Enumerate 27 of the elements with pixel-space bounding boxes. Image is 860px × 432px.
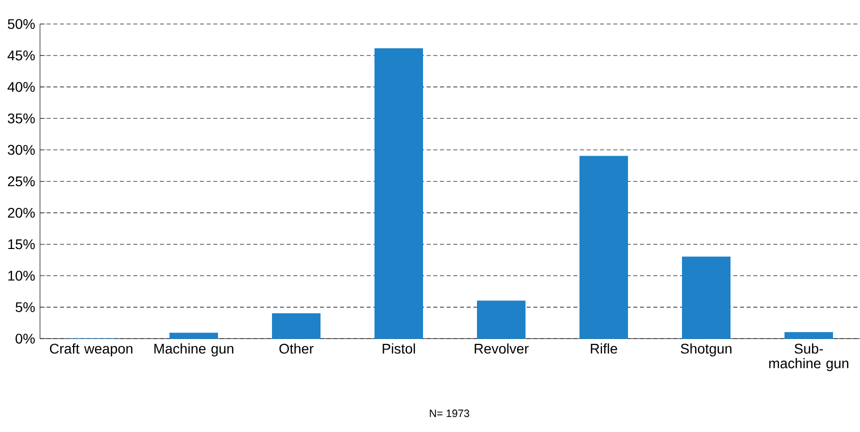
text: N= 1973 [430, 410, 470, 418]
x-tick-label: Other [279, 343, 314, 354]
y-tick-label: 5% [16, 302, 35, 312]
y-tick-label: 0% [16, 334, 35, 344]
y-tick-label: 30% [8, 144, 35, 155]
x-tick-label: Shotgun [680, 343, 732, 356]
bar [476, 300, 526, 339]
x-tick-label: Pistol [382, 343, 415, 354]
bar [682, 256, 731, 339]
x-tick-label: Machine gun [154, 343, 234, 356]
y-tick-label: 20% [8, 208, 35, 218]
y-tick-label: 40% [8, 82, 35, 92]
y-tick-label: 45% [8, 50, 35, 60]
y-tick-label: 25% [8, 176, 35, 186]
y-tick-label: 15% [8, 239, 35, 250]
x-tick-label: Sub-machine gun [769, 343, 848, 372]
bar [169, 332, 218, 339]
y-tick-label: 10% [8, 270, 35, 281]
x-tick-label: Craft weapon [50, 343, 132, 356]
bar [272, 313, 321, 339]
bar [579, 156, 628, 339]
bar [374, 48, 424, 339]
x-tick-label: Rifle [590, 343, 618, 354]
x-tick-label: Revolver [474, 343, 529, 354]
y-tick-label: 50% [8, 19, 35, 29]
y-tick-label: 35% [8, 113, 35, 124]
bar [784, 332, 834, 339]
